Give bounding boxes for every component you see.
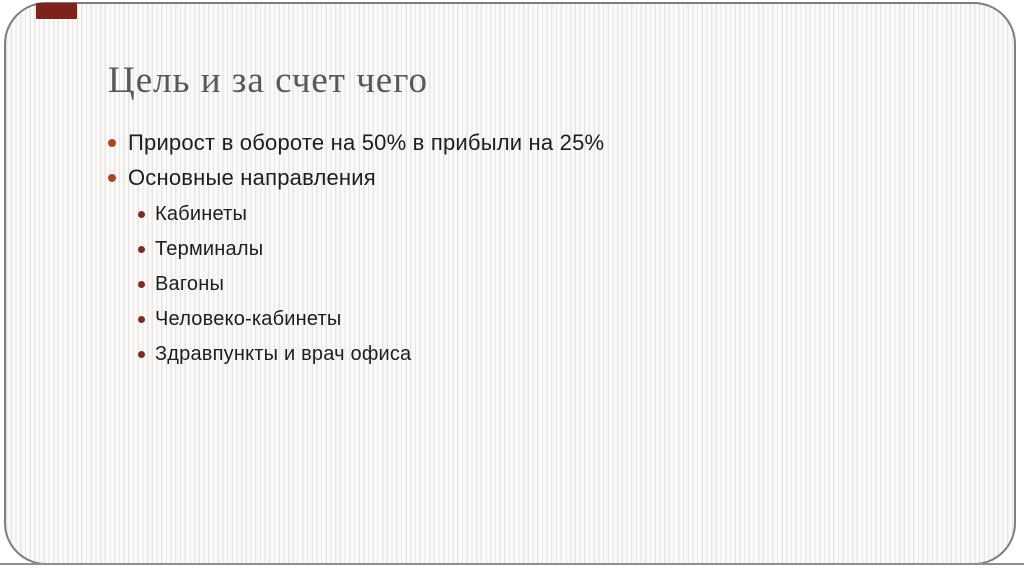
bullet-dot-icon <box>138 246 145 253</box>
bullet-item-label: Здравпункты и врач офиса <box>155 343 412 365</box>
slide-title: Цель и за счет чего <box>108 60 428 101</box>
bullet-item-level2: Терминалы <box>138 232 604 267</box>
slide-frame <box>4 2 1016 565</box>
accent-rectangle <box>36 3 77 19</box>
bullet-item-level1: Прирост в обороте на 50% в прибыли на 25… <box>108 125 604 160</box>
bullet-item-level2: Кабинеты <box>138 197 604 232</box>
bullet-item-label: Кабинеты <box>155 203 248 225</box>
bullet-dot-icon <box>108 173 116 182</box>
bullet-item-level2: Здравпункты и врач офиса <box>138 337 604 372</box>
bullet-dot-icon <box>138 351 145 358</box>
bullet-dot-icon <box>138 281 145 288</box>
slide-bottom-edge-line <box>0 563 1024 565</box>
bullet-item-level2: Вагоны <box>138 267 604 302</box>
bullet-dot-icon <box>138 316 145 323</box>
bullet-item-label: Прирост в обороте на 50% в прибыли на 25… <box>128 129 605 155</box>
bullet-item-label: Вагоны <box>155 273 225 295</box>
bullet-dot-icon <box>138 211 145 218</box>
bullet-item-level1: Основные направления <box>108 160 604 195</box>
bullet-item-label: Человеко-кабинеты <box>155 308 342 330</box>
bullet-item-label: Основные направления <box>128 164 376 190</box>
bullet-dot-icon <box>108 138 116 147</box>
bullet-item-level2: Человеко-кабинеты <box>138 302 604 337</box>
bullet-item-label: Терминалы <box>155 238 264 260</box>
bullet-list: Прирост в обороте на 50% в прибыли на 25… <box>108 125 604 372</box>
